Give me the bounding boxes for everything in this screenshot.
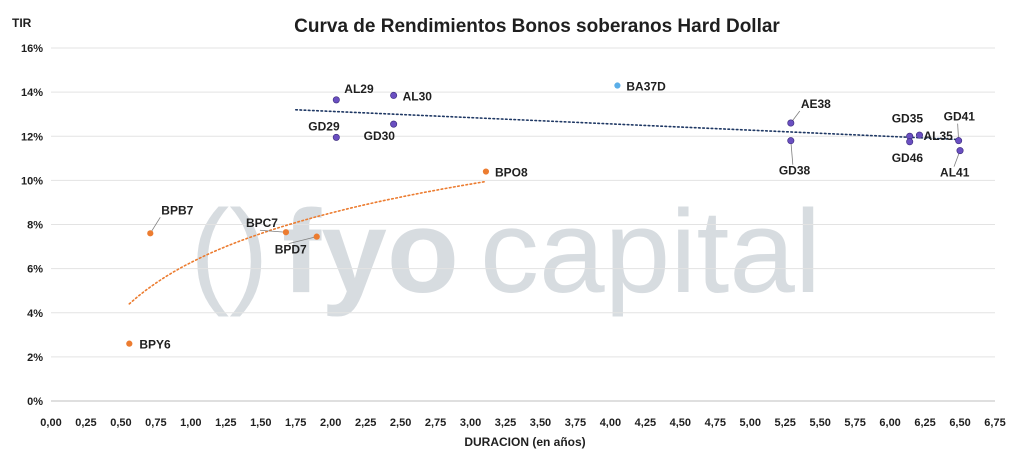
point-al35 — [915, 131, 923, 139]
y-tick-label: 10% — [21, 175, 43, 187]
point-label-bpy6: BPY6 — [139, 338, 171, 352]
fyocapital-watermark: () fyo capital — [190, 186, 821, 318]
y-tick-label: 8% — [27, 220, 43, 232]
x-tick-label: 1,50 — [250, 417, 271, 429]
point-label-ae38: AE38 — [801, 97, 831, 111]
point-bpo8 — [482, 168, 490, 175]
point-label-gd35: GD35 — [892, 111, 924, 125]
y-tick-label: 12% — [21, 131, 43, 143]
x-tick-label: 6,00 — [879, 417, 900, 429]
leader-line — [288, 236, 317, 245]
x-tick-label: 2,25 — [355, 417, 376, 429]
point-bpc7 — [282, 229, 290, 236]
x-tick-label: 4,50 — [670, 417, 691, 429]
y-tick-label: 16% — [21, 43, 43, 55]
y-tick-label: 4% — [27, 308, 43, 320]
y-tick-label: 14% — [21, 87, 43, 99]
x-tick-label: 3,25 — [495, 417, 516, 429]
x-tick-label: 3,00 — [460, 417, 481, 429]
point-labels: AL29 AL30 GD29 GD30 AE38 GD38 GD35 AL35 GD46 GD41… — [139, 80, 975, 352]
point-label-al35: AL35 — [923, 129, 953, 143]
leader-line — [790, 140, 794, 165]
x-tick-label: 0,50 — [110, 417, 131, 429]
x-tick-label: 5,75 — [844, 417, 865, 429]
trendline-bopreales — [128, 180, 487, 305]
point-label-bpc7: BPC7 — [246, 216, 278, 230]
point-bpd7 — [313, 233, 320, 240]
trendline-globales — [294, 108, 961, 141]
point-bpb7 — [147, 230, 154, 237]
x-tick-label: 6,75 — [984, 417, 1005, 429]
y-tick-label: 2% — [27, 352, 43, 364]
point-gd38 — [787, 137, 795, 145]
point-label-al30: AL30 — [403, 89, 433, 103]
point-al29 — [332, 96, 340, 104]
chart-title: Curva de Rendimientos Bonos soberanos Ha… — [294, 16, 780, 37]
x-tick-label: 3,50 — [530, 417, 551, 429]
x-tick-label: 4,25 — [635, 417, 656, 429]
point-ba37d — [614, 82, 621, 89]
point-label-gd30: GD30 — [364, 129, 396, 143]
point-label-gd29: GD29 — [308, 119, 340, 133]
x-tick-label: 4,00 — [600, 417, 621, 429]
x-tick-label: 5,25 — [775, 417, 796, 429]
x-tick-label: 6,50 — [949, 417, 970, 429]
watermark-bracket: () — [190, 186, 269, 318]
axis-ticks: 0% 2% 4% 6% 8% 10% 12% 14% 16% 0,00 0,25 0,50 0,75 1,… — [21, 43, 1006, 429]
leader-line — [259, 229, 286, 233]
y-tick-label: 6% — [27, 264, 43, 276]
x-tick-label: 0,00 — [40, 417, 61, 429]
x-tick-label: 4,75 — [705, 417, 726, 429]
point-label-bpo8: BPO8 — [495, 166, 528, 180]
trendlines — [128, 108, 961, 305]
x-tick-label: 5,50 — [809, 417, 830, 429]
y-tick-label: 0% — [27, 396, 43, 408]
point-label-ba37d: BA37D — [626, 80, 666, 94]
point-gd41 — [955, 137, 963, 145]
x-tick-label: 2,50 — [390, 417, 411, 429]
leader-line — [149, 217, 161, 234]
point-ae38 — [787, 119, 795, 127]
point-label-al41: AL41 — [940, 166, 970, 180]
x-tick-label: 3,75 — [565, 417, 586, 429]
x-axis-title: DURACION (en años) — [464, 435, 585, 449]
point-label-al29: AL29 — [344, 82, 374, 96]
point-gd30 — [390, 120, 398, 128]
x-tick-label: 2,75 — [425, 417, 446, 429]
x-tick-label: 2,00 — [320, 417, 341, 429]
point-al41 — [956, 147, 964, 155]
x-tick-label: 0,25 — [75, 417, 96, 429]
x-tick-label: 5,00 — [740, 417, 761, 429]
point-label-bpb7: BPB7 — [161, 203, 193, 217]
data-points — [126, 82, 964, 347]
point-al30 — [390, 91, 398, 99]
y-axis-title: TIR — [12, 16, 32, 30]
point-bpy6 — [126, 340, 133, 347]
point-gd46 — [906, 138, 914, 146]
point-label-gd46: GD46 — [892, 151, 924, 165]
x-tick-label: 6,25 — [914, 417, 935, 429]
x-tick-label: 1,00 — [180, 417, 201, 429]
x-tick-label: 1,75 — [285, 417, 306, 429]
point-label-gd41: GD41 — [944, 110, 976, 124]
point-label-gd38: GD38 — [779, 164, 811, 178]
watermark-brand-bold: fyo — [282, 186, 459, 318]
point-label-bpd7: BPD7 — [275, 243, 307, 257]
point-gd29 — [332, 133, 340, 141]
gridlines — [51, 47, 995, 402]
x-tick-label: 0,75 — [145, 417, 166, 429]
watermark-brand-light: capital — [480, 186, 821, 318]
x-tick-label: 1,25 — [215, 417, 236, 429]
